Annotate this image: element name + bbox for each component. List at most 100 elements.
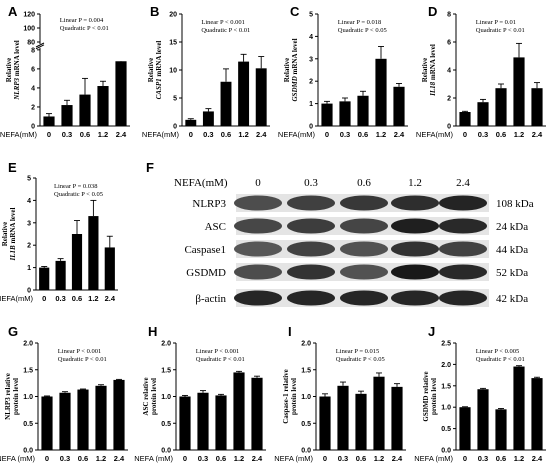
blot-band [391,218,439,234]
bar [391,386,403,450]
x-tick-label: 0 [463,130,467,139]
x-tick-label: 0.3 [338,454,348,463]
y-tick-label: 2 [309,79,313,86]
blot-band [391,290,439,306]
x-axis-label: NEFA(mM) [0,130,37,139]
x-tick-label: 2.4 [532,130,543,139]
x-axis-label: NEFA (mM) [274,454,313,463]
y-label-gene: IL1B [9,244,17,262]
x-tick-label: 0 [45,454,49,463]
x-axis-label: NEFA (mM) [134,454,173,463]
y-label-line: mRNA level [155,41,163,77]
panel-letter: B [150,4,159,19]
bar [375,58,387,126]
y-tick-label: 1 [27,265,31,272]
y-tick-label: 15 [169,40,177,47]
blot-band [234,264,282,280]
blot-row-label: GSDMD [186,267,226,279]
y-tick-label: 8 [31,47,35,54]
bar [185,119,197,126]
panel-e: E 0 1 2 3 4 5 0 0.3 0.6 1.2 2.4 NEFA(mM) Linear P = 0… [0,160,118,303]
x-tick-label: 1.2 [514,130,524,139]
y-tick-label: 0.5 [23,421,33,428]
x-tick-label: 0.3 [203,130,213,139]
stats-linear: Linear P = 0.018 [338,19,382,26]
y-tick-label: 4 [31,85,35,92]
x-tick-label: 0.3 [62,130,72,139]
y-label-line: NLRP3 relative [4,373,12,420]
y-tick-label: 1.5 [301,367,311,374]
panel-letter: F [146,160,154,175]
axis-break-mark [35,42,45,48]
x-tick-label: 0.6 [221,130,231,139]
bar [104,247,115,290]
y-label-line: mRNA level [9,208,17,244]
blot-row-label: β-actin [195,293,226,305]
y-tick-label: 120 [23,12,35,19]
axis-break-mark [35,44,45,50]
y-label-line: mRNA level [13,40,21,76]
y-tick-label: 4 [27,198,31,205]
bar [393,86,405,126]
x-axis-label: NEFA(mM) [278,130,316,139]
y-axis-label: ASC relativeprotein level [142,377,158,415]
y-tick-label: 2 [27,243,31,250]
blot-kda-label: 42 kDa [496,293,528,305]
y-axis-label: NLRP3 relativeprotein level [4,373,20,420]
stats-linear: Linear P < 0.001 [201,19,245,26]
x-tick-label: 0.6 [216,454,226,463]
panel-letter: E [8,160,17,175]
stats-linear: Linear P = 0.038 [54,183,98,190]
x-tick-label: 0.6 [496,454,506,463]
y-label-line: ASC relative [142,377,150,415]
y-label-gene: CASP1 [155,77,163,100]
y-tick-label: 0.0 [441,448,451,455]
stats-quadratic: Quadratic P < 0.01 [476,356,525,363]
blot-band [287,264,335,280]
stats-linear: Linear P < 0.001 [58,348,102,355]
bar [319,396,331,450]
panel-f-blot: F NEFA(mM) 0 0.3 0.6 1.2 2.4 NLRP3 108 kDa ASC 24 … [146,160,534,307]
y-tick-label: 6 [447,40,451,47]
y-tick-label: 6 [31,66,35,73]
bar [71,234,83,290]
x-tick-label: 1.2 [98,130,108,139]
panel-c: C 0 1 2 3 4 5 0 0.3 0.6 1.2 2.4 NEFA(mM) Linear P = 0… [278,4,408,139]
x-axis-label: NEFA(mM) [416,130,454,139]
x-axis-label: NEFA (mM) [414,454,453,463]
x-tick-label: 2.4 [256,130,267,139]
y-tick-label: 80 [27,40,35,47]
y-tick-label: 1.0 [23,394,33,401]
y-tick-label: 1.5 [441,383,451,390]
stats-linear: Linear P = 0.004 [60,17,104,24]
stats-quadratic: Quadratic P < 0.05 [338,27,387,34]
y-tick-label: 2.5 [441,341,451,348]
panel-d: D 0 2 4 6 8 0 0.3 0.6 1.2 2.4 NEFA(mM) Linear P = 0.… [416,4,546,139]
x-tick-label: 2.4 [252,454,263,463]
x-tick-label: 0.6 [80,130,90,139]
panel-g: G 0.0 0.5 1.0 1.5 2.0 0 0.3 0.6 1.2 2.4 NEFA (mM) Li… [0,324,128,463]
x-tick-label: 1.2 [96,454,106,463]
y-tick-label: 10 [169,68,177,75]
y-tick-label: 2 [447,96,451,103]
y-tick-label: 1.5 [161,367,171,374]
bar [339,101,351,126]
x-tick-label: 2.4 [114,454,125,463]
panel-letter: H [148,324,157,339]
bar [233,372,245,450]
x-tick-label: 1.2 [88,294,98,303]
y-tick-label: 4 [447,68,451,75]
blot-header-label: NEFA(mM) [174,177,228,189]
y-tick-label: 1.5 [23,367,33,374]
x-tick-label: 0 [47,130,51,139]
panel-letter: D [428,4,437,19]
bar [495,88,507,126]
blot-band [287,195,335,211]
x-tick-label: 0.6 [358,130,368,139]
blot-band [234,290,282,306]
y-tick-label: 0 [31,124,35,131]
y-axis-label: RelativeIL18 mRNA level [421,44,437,97]
x-tick-label: 0 [42,294,46,303]
bar [255,68,267,126]
x-tick-label: 0 [463,454,467,463]
